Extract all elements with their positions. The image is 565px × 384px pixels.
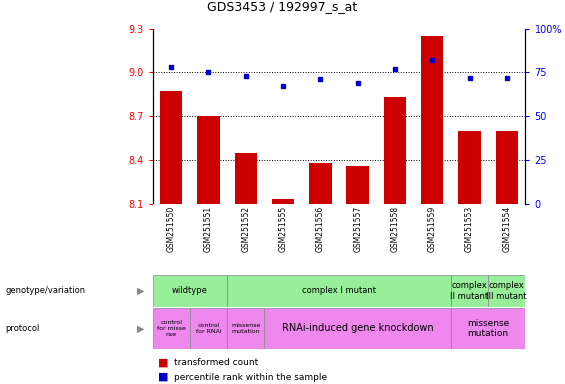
Text: GSM251559: GSM251559	[428, 206, 437, 252]
Bar	[346, 166, 369, 204]
Text: wildtype: wildtype	[172, 286, 208, 295]
Text: protocol: protocol	[6, 324, 40, 333]
Text: missense
mutation: missense mutation	[467, 319, 509, 338]
Bar	[272, 199, 294, 204]
Bar	[190, 308, 227, 349]
Text: transformed count: transformed count	[174, 358, 258, 367]
Text: GSM251558: GSM251558	[390, 206, 399, 252]
Text: GSM251557: GSM251557	[353, 206, 362, 252]
Bar	[227, 275, 451, 306]
Bar	[488, 275, 525, 306]
Text: ▶: ▶	[137, 286, 144, 296]
Text: GSM251556: GSM251556	[316, 206, 325, 252]
Text: GSM251555: GSM251555	[279, 206, 288, 252]
Text: RNAi-induced gene knockdown: RNAi-induced gene knockdown	[282, 323, 433, 333]
Text: complex I mutant: complex I mutant	[302, 286, 376, 295]
Text: GSM251550: GSM251550	[167, 206, 176, 252]
Text: GSM251552: GSM251552	[241, 206, 250, 252]
Bar	[153, 275, 227, 306]
Text: ▶: ▶	[137, 323, 144, 333]
Text: control
for misse
nse: control for misse nse	[157, 320, 186, 337]
Bar	[451, 308, 525, 349]
Text: GSM251553: GSM251553	[465, 206, 474, 252]
Bar	[234, 152, 257, 204]
Bar	[227, 308, 264, 349]
Text: missense
mutation: missense mutation	[231, 323, 260, 334]
Bar	[160, 91, 182, 204]
Text: ■: ■	[158, 372, 169, 382]
Text: GDS3453 / 192997_s_at: GDS3453 / 192997_s_at	[207, 0, 358, 13]
Bar	[451, 275, 488, 306]
Bar	[496, 131, 518, 204]
Text: ■: ■	[158, 358, 169, 368]
Text: complex
II mutant: complex II mutant	[450, 281, 489, 301]
Bar	[421, 36, 444, 204]
Bar	[309, 163, 332, 204]
Bar	[153, 308, 190, 349]
Bar	[197, 116, 220, 204]
Text: GSM251554: GSM251554	[502, 206, 511, 252]
Text: control
for RNAi: control for RNAi	[195, 323, 221, 334]
Text: genotype/variation: genotype/variation	[6, 286, 86, 295]
Text: percentile rank within the sample: percentile rank within the sample	[174, 372, 327, 382]
Bar	[264, 308, 451, 349]
Bar	[458, 131, 481, 204]
Text: GSM251551: GSM251551	[204, 206, 213, 252]
Bar	[384, 97, 406, 204]
Text: complex
III mutant: complex III mutant	[486, 281, 527, 301]
